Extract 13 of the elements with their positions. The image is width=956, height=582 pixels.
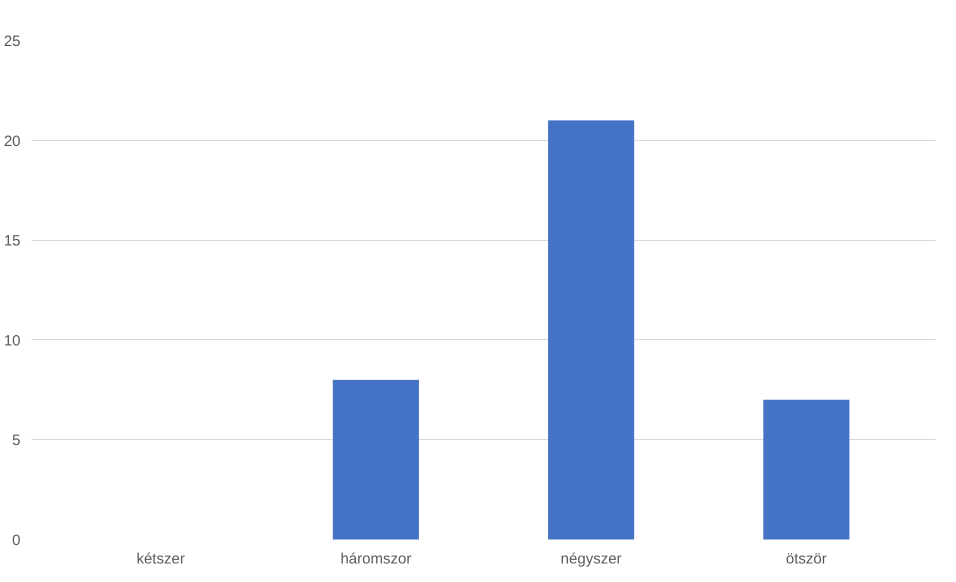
y-tick-label: 15 [4, 232, 21, 250]
x-tick-label: kétszer [136, 550, 185, 568]
x-tick-label: háromszor [340, 550, 412, 568]
bar [548, 120, 634, 540]
bar [332, 380, 419, 540]
x-tick-label: négyszer [560, 550, 622, 568]
bar [763, 400, 850, 540]
y-tick-label: 25 [4, 33, 21, 50]
x-tick-label: ötször [786, 550, 827, 568]
y-tick-label: 5 [12, 432, 20, 450]
y-tick-label: 20 [4, 132, 21, 150]
y-tick-label: 0 [12, 532, 20, 549]
y-tick-label: 10 [4, 332, 21, 350]
